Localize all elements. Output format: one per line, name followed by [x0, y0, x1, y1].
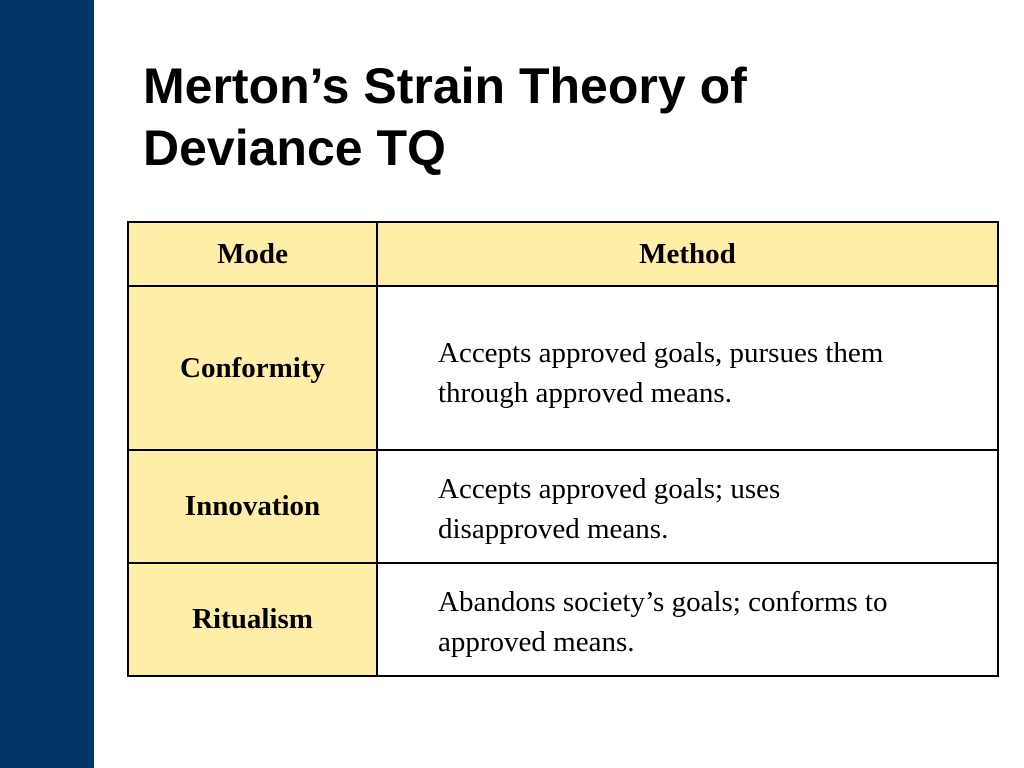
text-line: through approved means. — [438, 377, 732, 409]
title: Merton’s Strain Theory of Deviance TQ — [143, 55, 747, 179]
mode-cell: Innovation — [127, 449, 378, 564]
header-cell: Mode — [127, 221, 378, 287]
mode-cell: Conformity — [127, 285, 378, 451]
title-line: Deviance TQ — [143, 120, 446, 176]
title-line: Merton’s Strain Theory of — [143, 58, 747, 114]
method-cell: Abandons society’s goals; conforms to ap… — [376, 562, 999, 677]
header-row: Mode Method — [127, 221, 999, 287]
text-line: approved means. — [438, 626, 635, 658]
text-line: Accepts approved goals, pursues them — [438, 337, 884, 369]
side-bar — [0, 0, 94, 768]
text-line: Abandons society’s goals; conforms to — [438, 586, 888, 618]
method-cell: Accepts approved goals, pursues them thr… — [376, 285, 999, 451]
text-line: Accepts approved goals; uses — [438, 473, 781, 505]
row: Ritualism Abandons society’s goals; conf… — [127, 562, 999, 677]
method-cell: Accepts approved goals; uses disapproved… — [376, 449, 999, 564]
table: Mode Method Conformity Accepts approved … — [127, 221, 999, 677]
text-line: disapproved means. — [438, 513, 669, 545]
mode-cell: Ritualism — [127, 562, 378, 677]
row: Innovation Accepts approved goals; uses … — [127, 449, 999, 564]
row: Conformity Accepts approved goals, pursu… — [127, 285, 999, 451]
header-cell: Method — [376, 221, 999, 287]
